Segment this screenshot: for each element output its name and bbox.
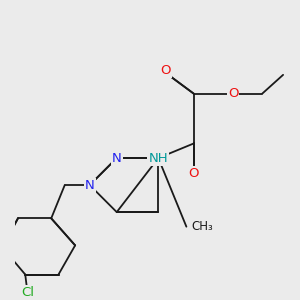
Text: CH₃: CH₃ bbox=[192, 220, 213, 233]
Text: Cl: Cl bbox=[21, 286, 34, 299]
Text: O: O bbox=[228, 87, 238, 100]
Text: O: O bbox=[160, 64, 171, 77]
Text: NH: NH bbox=[148, 152, 168, 164]
Text: O: O bbox=[188, 167, 199, 180]
Text: N: N bbox=[85, 178, 94, 192]
Text: N: N bbox=[112, 152, 122, 164]
